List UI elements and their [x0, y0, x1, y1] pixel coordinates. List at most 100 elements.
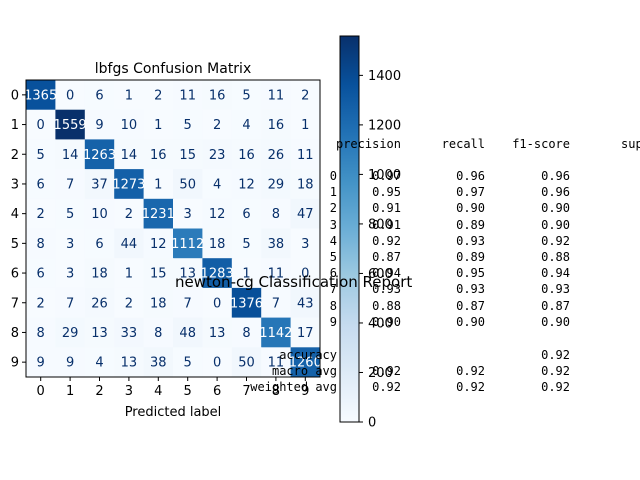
x-axis-ticks: 0 1 2 3 4 5 6 7 8 9	[37, 377, 309, 399]
matrix-cell-value: 1	[125, 88, 133, 103]
report-value: 0.90	[541, 217, 570, 232]
report-value: 0.93	[456, 233, 485, 248]
matrix-cell	[290, 228, 321, 259]
report-row-label: accuracy	[279, 348, 337, 362]
colorbar-tick-label: 800	[368, 217, 393, 232]
matrix-cell	[173, 198, 203, 229]
matrix-cell-value: 1142	[259, 326, 292, 341]
matrix-cell-value: 9	[95, 118, 103, 133]
report-value: 0.96	[541, 169, 570, 183]
matrix-cell-value: 48	[179, 326, 196, 341]
report-value: 0.91	[372, 217, 401, 232]
report-row-label: 9	[329, 314, 337, 329]
matrix-cell-value: 5	[184, 356, 192, 371]
matrix-cell-value: 23	[209, 148, 226, 163]
matrix-cell	[231, 258, 262, 289]
matrix-cell	[173, 169, 203, 200]
x-tick-label: 5	[184, 384, 192, 399]
matrix-cell-value: 4	[213, 177, 221, 192]
matrix-cell	[114, 317, 145, 348]
matrix-cell-value: 3	[66, 267, 74, 282]
report-value: 0.97	[456, 185, 485, 200]
report-value: 0.88	[541, 250, 570, 264]
report-row-label: 1	[329, 185, 337, 200]
matrix-cell	[114, 139, 145, 170]
matrix-cell	[55, 80, 86, 111]
matrix-cell	[173, 109, 203, 140]
x-tick-label: 4	[154, 384, 162, 399]
report-value: 0.89	[456, 217, 485, 232]
matrix-cell-value: 8	[154, 326, 162, 341]
matrix-cell-value: 7	[184, 296, 192, 311]
y-tick-label: 4	[11, 207, 19, 222]
matrix-cell-value: 13	[91, 326, 108, 341]
y-tick-label: 7	[11, 296, 19, 311]
matrix-cell-value: 5	[37, 148, 45, 163]
matrix-cell-value: 4	[242, 118, 250, 133]
matrix-cell-value: 9	[37, 356, 45, 371]
report-row-label: 8	[329, 298, 337, 313]
matrix-cell-value: 12	[238, 177, 255, 192]
matrix-cell	[290, 109, 321, 140]
matrix-cell	[290, 139, 321, 170]
x-tick-label: 8	[272, 384, 280, 399]
matrix-cell	[231, 317, 262, 348]
matrix-cell	[55, 258, 86, 289]
matrix-cell-value: 5	[184, 118, 192, 133]
matrix-cell	[202, 80, 233, 111]
matrix-cell	[55, 287, 86, 319]
matrix-cell-value: 2	[37, 207, 45, 222]
matrix-cell	[202, 287, 233, 319]
matrix-cell-value: 5	[66, 207, 74, 222]
matrix-cell-value: 38	[150, 356, 167, 371]
confusion-matrix-cells	[26, 80, 321, 378]
report-value: 0.90	[541, 314, 570, 329]
matrix-cell-value: 10	[91, 207, 108, 222]
matrix-cell-value: 15	[150, 267, 167, 282]
colorbar	[339, 35, 360, 423]
matrix-cell-value: 50	[179, 177, 196, 192]
report-value: 0.92	[456, 364, 485, 379]
matrix-cell	[143, 317, 174, 348]
matrix-cell	[84, 317, 115, 348]
y-tick-label: 6	[11, 267, 19, 282]
matrix-cell-value: 6	[37, 177, 45, 192]
matrix-cell-value: 18	[209, 237, 226, 252]
x-tick-label: 9	[301, 384, 309, 399]
matrix-cell-value: 11	[297, 148, 314, 163]
matrix-cell-value: 18	[150, 296, 167, 311]
matrix-cell-value: 6	[95, 237, 103, 252]
report-value: 0.90	[372, 314, 401, 329]
matrix-cell	[290, 347, 321, 378]
matrix-cell	[173, 347, 203, 378]
matrix-cell-value: 50	[238, 356, 255, 371]
matrix-cell	[202, 317, 233, 348]
matrix-cell-value: 18	[297, 177, 314, 192]
matrix-cell-value: 1112	[171, 237, 204, 252]
report-value: 0.92	[372, 364, 401, 379]
y-tick-label: 5	[11, 237, 19, 252]
matrix-cell-value: 38	[268, 237, 285, 252]
matrix-cell-value: 29	[268, 177, 285, 192]
matrix-cell-value: 15	[179, 148, 196, 163]
matrix-cell	[290, 169, 321, 200]
colorbar-tick-label: 0	[368, 416, 376, 431]
report-row-label: macro avg	[271, 364, 337, 379]
matrix-cell-value: 3	[301, 237, 309, 252]
x-tick-label: 6	[213, 384, 221, 399]
report-row-label: 5	[329, 250, 337, 264]
matrix-cell	[143, 139, 174, 170]
matrix-cell-value: 37	[91, 177, 108, 192]
matrix-cell	[55, 109, 86, 140]
matrix-cell-value: 26	[91, 296, 108, 311]
y-tick-label: 3	[11, 177, 19, 192]
matrix-cell	[261, 169, 292, 200]
matrix-cell-value: 1376	[230, 296, 263, 311]
x-tick-label: 3	[125, 384, 133, 399]
matrix-cell	[231, 109, 262, 140]
matrix-cell	[261, 109, 292, 140]
matrix-cell	[114, 169, 145, 200]
matrix-cell-value: 1283	[201, 267, 234, 282]
matrix-cell	[261, 228, 292, 259]
report-row-label: 4	[329, 233, 337, 248]
